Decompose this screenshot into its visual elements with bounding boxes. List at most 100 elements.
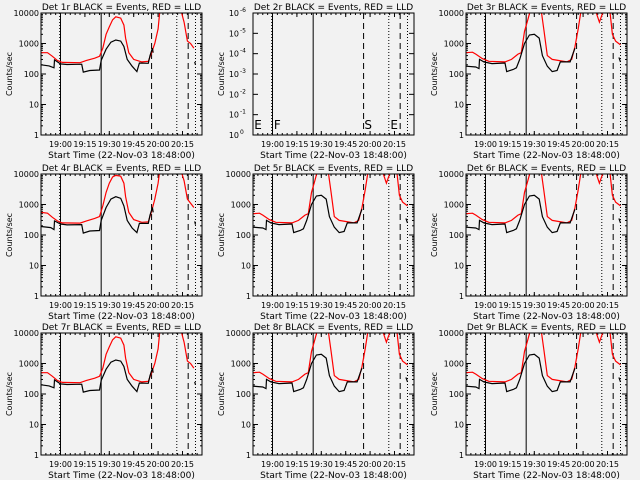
x-tick-label: 19:30 [523, 140, 546, 149]
panel-title: Det 6r BLACK = Events, RED = LLD [467, 164, 626, 174]
y-tick-exponent: -1 [240, 109, 246, 116]
plot-frame [40, 12, 203, 136]
y-tick-base: 10 [229, 90, 239, 99]
y-tick-label: 1 [34, 451, 39, 460]
x-axis-label: Start Time (22-Nov-03 18:48:00) [473, 471, 620, 480]
x-tick-label: 19:45 [334, 140, 357, 149]
event-marker: E [254, 118, 262, 132]
x-tick-label: 19:15 [498, 140, 521, 149]
y-axis-label: Counts/sec [430, 213, 439, 257]
events-series-line [194, 221, 197, 225]
events-series-line [253, 194, 363, 234]
x-tick-label: 19:15 [498, 301, 521, 310]
panel-title: Det 9r BLACK = Events, RED = LLD [467, 323, 626, 333]
y-tick-label: 100 [236, 390, 251, 399]
x-tick-label: 19:00 [261, 460, 284, 469]
x-tick-label: 20:00 [147, 460, 170, 469]
events-series-line [405, 377, 409, 383]
x-axis-label: Start Time (22-Nov-03 18:48:00) [260, 471, 407, 480]
lld-series-line [181, 174, 195, 208]
y-tick-exponent: -3 [240, 68, 246, 75]
event-marker: E [390, 118, 398, 132]
x-tick-label: 20:15 [383, 460, 406, 469]
y-tick-label: 10000 [439, 170, 464, 179]
y-tick-label: 10 [29, 262, 39, 271]
y-tick-label: 10 [241, 421, 251, 430]
events-series-line [466, 33, 576, 73]
y-tick-label: 1000 [19, 201, 39, 210]
x-tick-label: 20:15 [171, 140, 194, 149]
x-axis-label: Start Time (22-Nov-03 18:48:00) [260, 312, 407, 322]
y-tick-label: 10000 [439, 329, 464, 338]
y-tick-label: 1 [459, 292, 464, 301]
y-tick-base: 10 [229, 70, 239, 79]
panel-det-5: Det 5r BLACK = Events, RED = LLD Counts/s… [217, 164, 415, 322]
y-tick-label: 10-4 [229, 48, 246, 59]
y-tick-label: 10000 [14, 329, 39, 338]
x-tick-label: 19:30 [523, 460, 546, 469]
y-tick-label: 100 [449, 390, 464, 399]
plot-frame [465, 12, 628, 136]
event-marker: F [274, 118, 281, 132]
x-tick-label: 19:45 [547, 140, 570, 149]
panel-title: Det 7r BLACK = Events, RED = LLD [42, 323, 201, 333]
y-tick-label: 100 [229, 129, 244, 140]
x-tick-label: 20:00 [359, 301, 382, 310]
x-tick-label: 19:45 [122, 460, 145, 469]
x-tick-label: 20:15 [171, 301, 194, 310]
panel-title: Det 3r BLACK = Events, RED = LLD [467, 3, 626, 13]
x-tick-label: 20:00 [359, 140, 382, 149]
lld-series-line [181, 333, 195, 369]
x-tick-label: 19:15 [285, 460, 308, 469]
x-tick-label: 19:00 [49, 140, 72, 149]
x-tick-label: 19:30 [98, 460, 121, 469]
y-tick-label: 10 [241, 262, 251, 271]
x-tick-label: 19:45 [547, 460, 570, 469]
y-axis-label: Counts/sec [5, 372, 14, 416]
events-series-line [618, 377, 622, 383]
x-tick-label: 20:15 [596, 460, 619, 469]
panel-det-1: Det 1r BLACK = Events, RED = LLD Counts/s… [5, 3, 203, 161]
x-tick-label: 19:30 [310, 460, 333, 469]
x-tick-label: 20:15 [596, 140, 619, 149]
plot-frame [465, 332, 628, 456]
y-tick-label: 10000 [226, 329, 251, 338]
events-series-line [253, 353, 363, 393]
x-tick-label: 19:00 [49, 460, 72, 469]
panel-det-4: Det 4r BLACK = Events, RED = LLD Counts/s… [5, 164, 203, 322]
x-tick-label: 19:15 [498, 460, 521, 469]
y-tick-exponent: -4 [240, 48, 246, 55]
x-tick-label: 19:00 [474, 460, 497, 469]
y-tick-label: 100 [24, 231, 39, 240]
x-axis-label: Start Time (22-Nov-03 18:48:00) [473, 151, 620, 161]
x-tick-label: 20:00 [572, 460, 595, 469]
y-tick-label: 10 [29, 421, 39, 430]
panel-title: Det 5r BLACK = Events, RED = LLD [254, 164, 413, 174]
y-tick-label: 10 [454, 421, 464, 430]
panel-det-2: Det 2r BLACK = Events, RED = LLD Counts/s… [217, 3, 415, 161]
x-tick-label: 19:15 [73, 140, 96, 149]
x-axis-label: Start Time (22-Nov-03 18:48:00) [260, 151, 407, 161]
panel-title: Det 2r BLACK = Events, RED = LLD [254, 3, 413, 13]
x-tick-label: 19:30 [310, 140, 333, 149]
y-axis-label: Counts/sec [430, 52, 439, 96]
y-tick-label: 10-2 [229, 88, 246, 99]
y-tick-exponent: 0 [240, 129, 244, 136]
y-tick-label: 1 [246, 292, 251, 301]
events-series-line [41, 196, 154, 234]
x-tick-label: 19:00 [474, 140, 497, 149]
panel-det-9: Det 9r BLACK = Events, RED = LLD Counts/s… [430, 323, 628, 480]
panel-det-7: Det 7r BLACK = Events, RED = LLD Counts/s… [5, 323, 203, 480]
lld-series-line [595, 174, 621, 207]
x-tick-label: 19:45 [547, 301, 570, 310]
plot-frame [252, 332, 415, 456]
plot-frame [465, 173, 628, 297]
plot-frame [40, 173, 203, 297]
y-tick-label: 1000 [231, 360, 251, 369]
x-tick-label: 20:00 [572, 301, 595, 310]
x-axis-label: Start Time (22-Nov-03 18:48:00) [48, 151, 195, 161]
y-tick-label: 10000 [14, 9, 39, 18]
x-tick-label: 19:00 [49, 301, 72, 310]
x-axis-label: Start Time (22-Nov-03 18:48:00) [48, 471, 195, 480]
